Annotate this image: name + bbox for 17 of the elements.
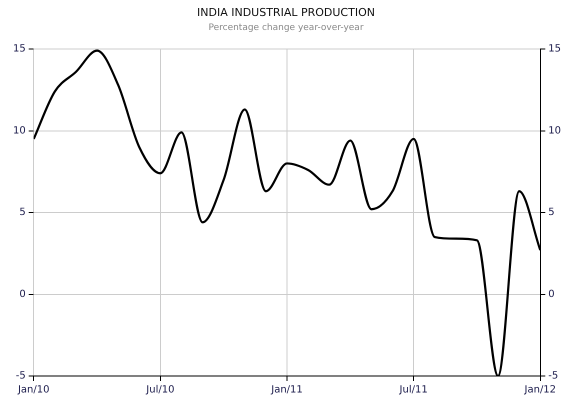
y2-tick-label: 10: [548, 125, 562, 136]
y2-tick-label: 0: [548, 288, 555, 300]
y-tick-label: 15: [12, 44, 26, 55]
y2-tick-label: 5: [548, 207, 555, 218]
y2-tick-label: 15: [548, 44, 562, 55]
y-tick-label: 5: [19, 207, 26, 218]
x-tick-label: Jul/10: [145, 384, 174, 396]
chart-title: INDIA INDUSTRIAL PRODUCTION: [196, 6, 376, 19]
x-tick-label: Jan/12: [524, 384, 556, 396]
y2-tick-label: -5: [548, 370, 558, 382]
y-tick-label: 10: [12, 125, 26, 136]
y-tick-label: -5: [16, 370, 26, 382]
x-tick-label: Jan/11: [270, 384, 303, 396]
x-tick-label: Jul/11: [398, 384, 428, 396]
y-tick-label: 0: [19, 288, 26, 300]
chart-subtitle: Percentage change year-over-year: [207, 23, 365, 33]
x-tick-label: Jan/10: [16, 384, 50, 396]
